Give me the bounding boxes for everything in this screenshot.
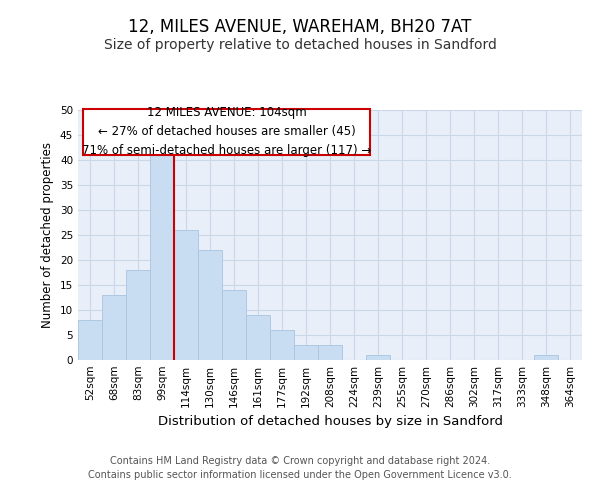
Bar xyxy=(270,330,294,360)
Text: Size of property relative to detached houses in Sandford: Size of property relative to detached ho… xyxy=(104,38,496,52)
Bar xyxy=(294,345,318,360)
FancyBboxPatch shape xyxy=(83,109,370,155)
Y-axis label: Number of detached properties: Number of detached properties xyxy=(41,142,55,328)
Bar xyxy=(246,315,270,360)
Bar xyxy=(126,270,150,360)
Bar xyxy=(174,230,198,360)
Bar xyxy=(78,320,102,360)
Bar xyxy=(366,355,390,360)
Bar xyxy=(534,355,558,360)
Bar xyxy=(318,345,342,360)
Bar xyxy=(198,250,222,360)
Bar xyxy=(102,295,126,360)
Bar xyxy=(222,290,246,360)
Text: 12 MILES AVENUE: 104sqm
← 27% of detached houses are smaller (45)
71% of semi-de: 12 MILES AVENUE: 104sqm ← 27% of detache… xyxy=(82,106,371,158)
Bar xyxy=(150,155,174,360)
X-axis label: Distribution of detached houses by size in Sandford: Distribution of detached houses by size … xyxy=(157,416,503,428)
Text: 12, MILES AVENUE, WAREHAM, BH20 7AT: 12, MILES AVENUE, WAREHAM, BH20 7AT xyxy=(128,18,472,36)
Text: Contains HM Land Registry data © Crown copyright and database right 2024.
Contai: Contains HM Land Registry data © Crown c… xyxy=(88,456,512,480)
